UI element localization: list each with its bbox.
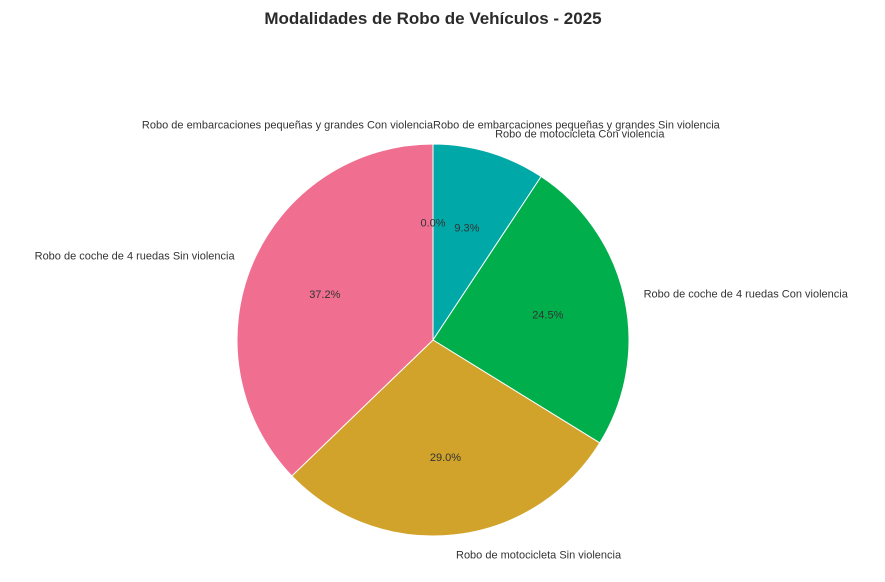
pie-slices (236, 143, 630, 537)
slice-label: Robo de embarcaciones pequeñas y grandes… (433, 119, 721, 131)
slice-label: Robo de coche de 4 ruedas Con violencia (644, 289, 849, 301)
pie-slice (291, 339, 601, 537)
slice-label: Robo de coche de 4 ruedas Sin violencia (35, 251, 236, 263)
pie-slice (432, 143, 542, 342)
chart-title: Modalidades de Robo de Vehículos - 2025 (264, 9, 601, 28)
slice-label: Robo de motocicleta Con violencia (495, 129, 665, 141)
slice-label: Robo de embarcaciones pequeñas y grandes… (142, 119, 434, 131)
pie-labels: Robo de embarcaciones pequeñas y grandes… (35, 119, 849, 561)
slice-label: Robo de motocicleta Sin violencia (456, 549, 622, 561)
percent-label: 9.3% (454, 222, 479, 234)
percent-label: 37.2% (309, 289, 340, 301)
percent-label: 29.0% (430, 452, 461, 464)
percent-label: 0.0% (420, 217, 445, 229)
pie-slice (432, 175, 630, 444)
percent-label: 24.5% (532, 310, 563, 322)
pie-slice (236, 143, 434, 477)
